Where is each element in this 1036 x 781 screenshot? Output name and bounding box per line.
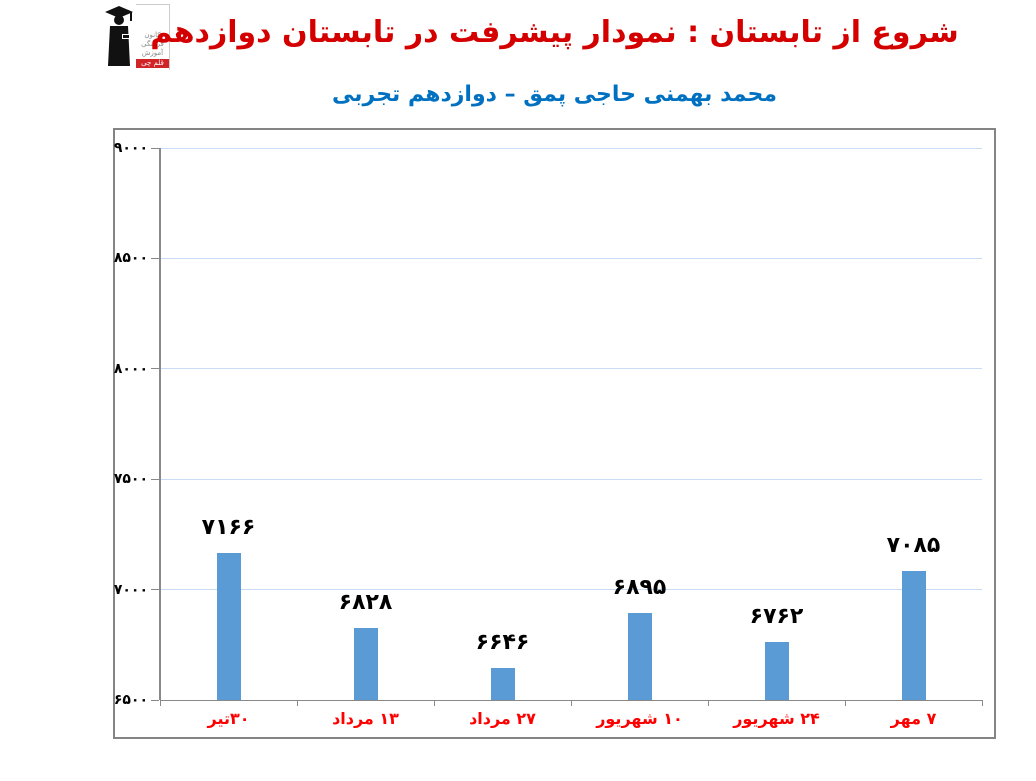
bar <box>353 627 378 700</box>
bar <box>627 612 652 700</box>
x-axis-tick <box>981 700 983 706</box>
bar <box>490 667 515 700</box>
subtitle-row: محمد بهمنی حاجی پمق – دوازدهم تجربی <box>113 78 996 112</box>
x-axis-line <box>160 699 982 701</box>
x-axis-label: ۲۷ مرداد <box>469 709 536 728</box>
logo-line-3: آموزش <box>141 49 164 57</box>
y-axis-tick <box>151 589 159 591</box>
y-axis-line <box>159 148 161 700</box>
x-axis-label: ۱۳ مرداد <box>332 709 399 728</box>
x-axis-tick <box>159 700 161 706</box>
chart-subtitle: محمد بهمنی حاجی پمق – دوازدهم تجربی <box>331 82 778 107</box>
y-axis-tick <box>151 147 159 149</box>
logo-line-2: فرهنگی <box>141 40 164 48</box>
x-axis-label: ۳۰تیر <box>207 709 250 728</box>
y-axis-label: ۸۵۰۰ <box>113 250 148 267</box>
title-row: شروع از تابستان : نمودار پیشرفت در تابست… <box>113 10 996 56</box>
gridline <box>160 257 982 259</box>
graduate-figure-icon <box>105 6 133 66</box>
chart-title: شروع از تابستان : نمودار پیشرفت در تابست… <box>150 15 959 50</box>
kanoon-logo: کانون فرهنگی آموزش قلم چی <box>102 4 172 70</box>
bar <box>216 552 241 700</box>
x-axis-tick <box>296 700 298 706</box>
x-axis-tick <box>707 700 709 706</box>
bar-value-label: ۶۸۹۵ <box>612 574 667 600</box>
bar-value-label: ۷۰۸۵ <box>886 532 941 558</box>
gridline <box>160 589 982 591</box>
y-axis-tick <box>151 368 159 370</box>
x-axis-tick <box>570 700 572 706</box>
bar <box>901 570 926 700</box>
bar-value-label: ۷۱۶۶ <box>201 514 256 540</box>
logo-line-1: کانون <box>144 31 161 39</box>
y-axis-tick <box>151 699 159 701</box>
y-axis-tick <box>151 257 159 259</box>
x-axis-label: ۱۰ شهریور <box>596 709 683 728</box>
y-axis-label: ۷۰۰۰ <box>113 581 148 598</box>
y-axis-label: ۹۰۰۰ <box>113 140 148 156</box>
gridline <box>160 147 982 149</box>
bar-value-label: ۶۷۶۲ <box>749 604 804 630</box>
x-axis-tick <box>433 700 435 706</box>
gridline <box>160 478 982 480</box>
x-axis-label: ۷ مهر <box>890 709 937 728</box>
logo-text-block: کانون فرهنگی آموزش قلم چی <box>136 4 170 70</box>
x-axis-tick <box>844 700 846 706</box>
y-axis-label: ۷۵۰۰ <box>113 471 148 488</box>
y-axis-tick <box>151 478 159 480</box>
bar-value-label: ۶۶۴۶ <box>475 629 530 655</box>
bar <box>764 642 789 700</box>
bar-value-label: ۶۸۲۸ <box>338 589 393 615</box>
logo-badge: قلم چی <box>136 59 169 68</box>
gridline <box>160 368 982 370</box>
y-axis-label: ۶۵۰۰ <box>113 692 148 708</box>
bar-chart: ۶۵۰۰ ۷۰۰۰ ۷۵۰۰ ۸۰۰۰ ۸۵۰۰ ۹۰۰۰ ۷۱۶۶ ۳۰تیر ۶۸۲۸ ۱۳ … <box>113 128 996 739</box>
y-axis-label: ۸۰۰۰ <box>113 360 148 377</box>
x-axis-label: ۲۴ شهریور <box>733 709 820 728</box>
